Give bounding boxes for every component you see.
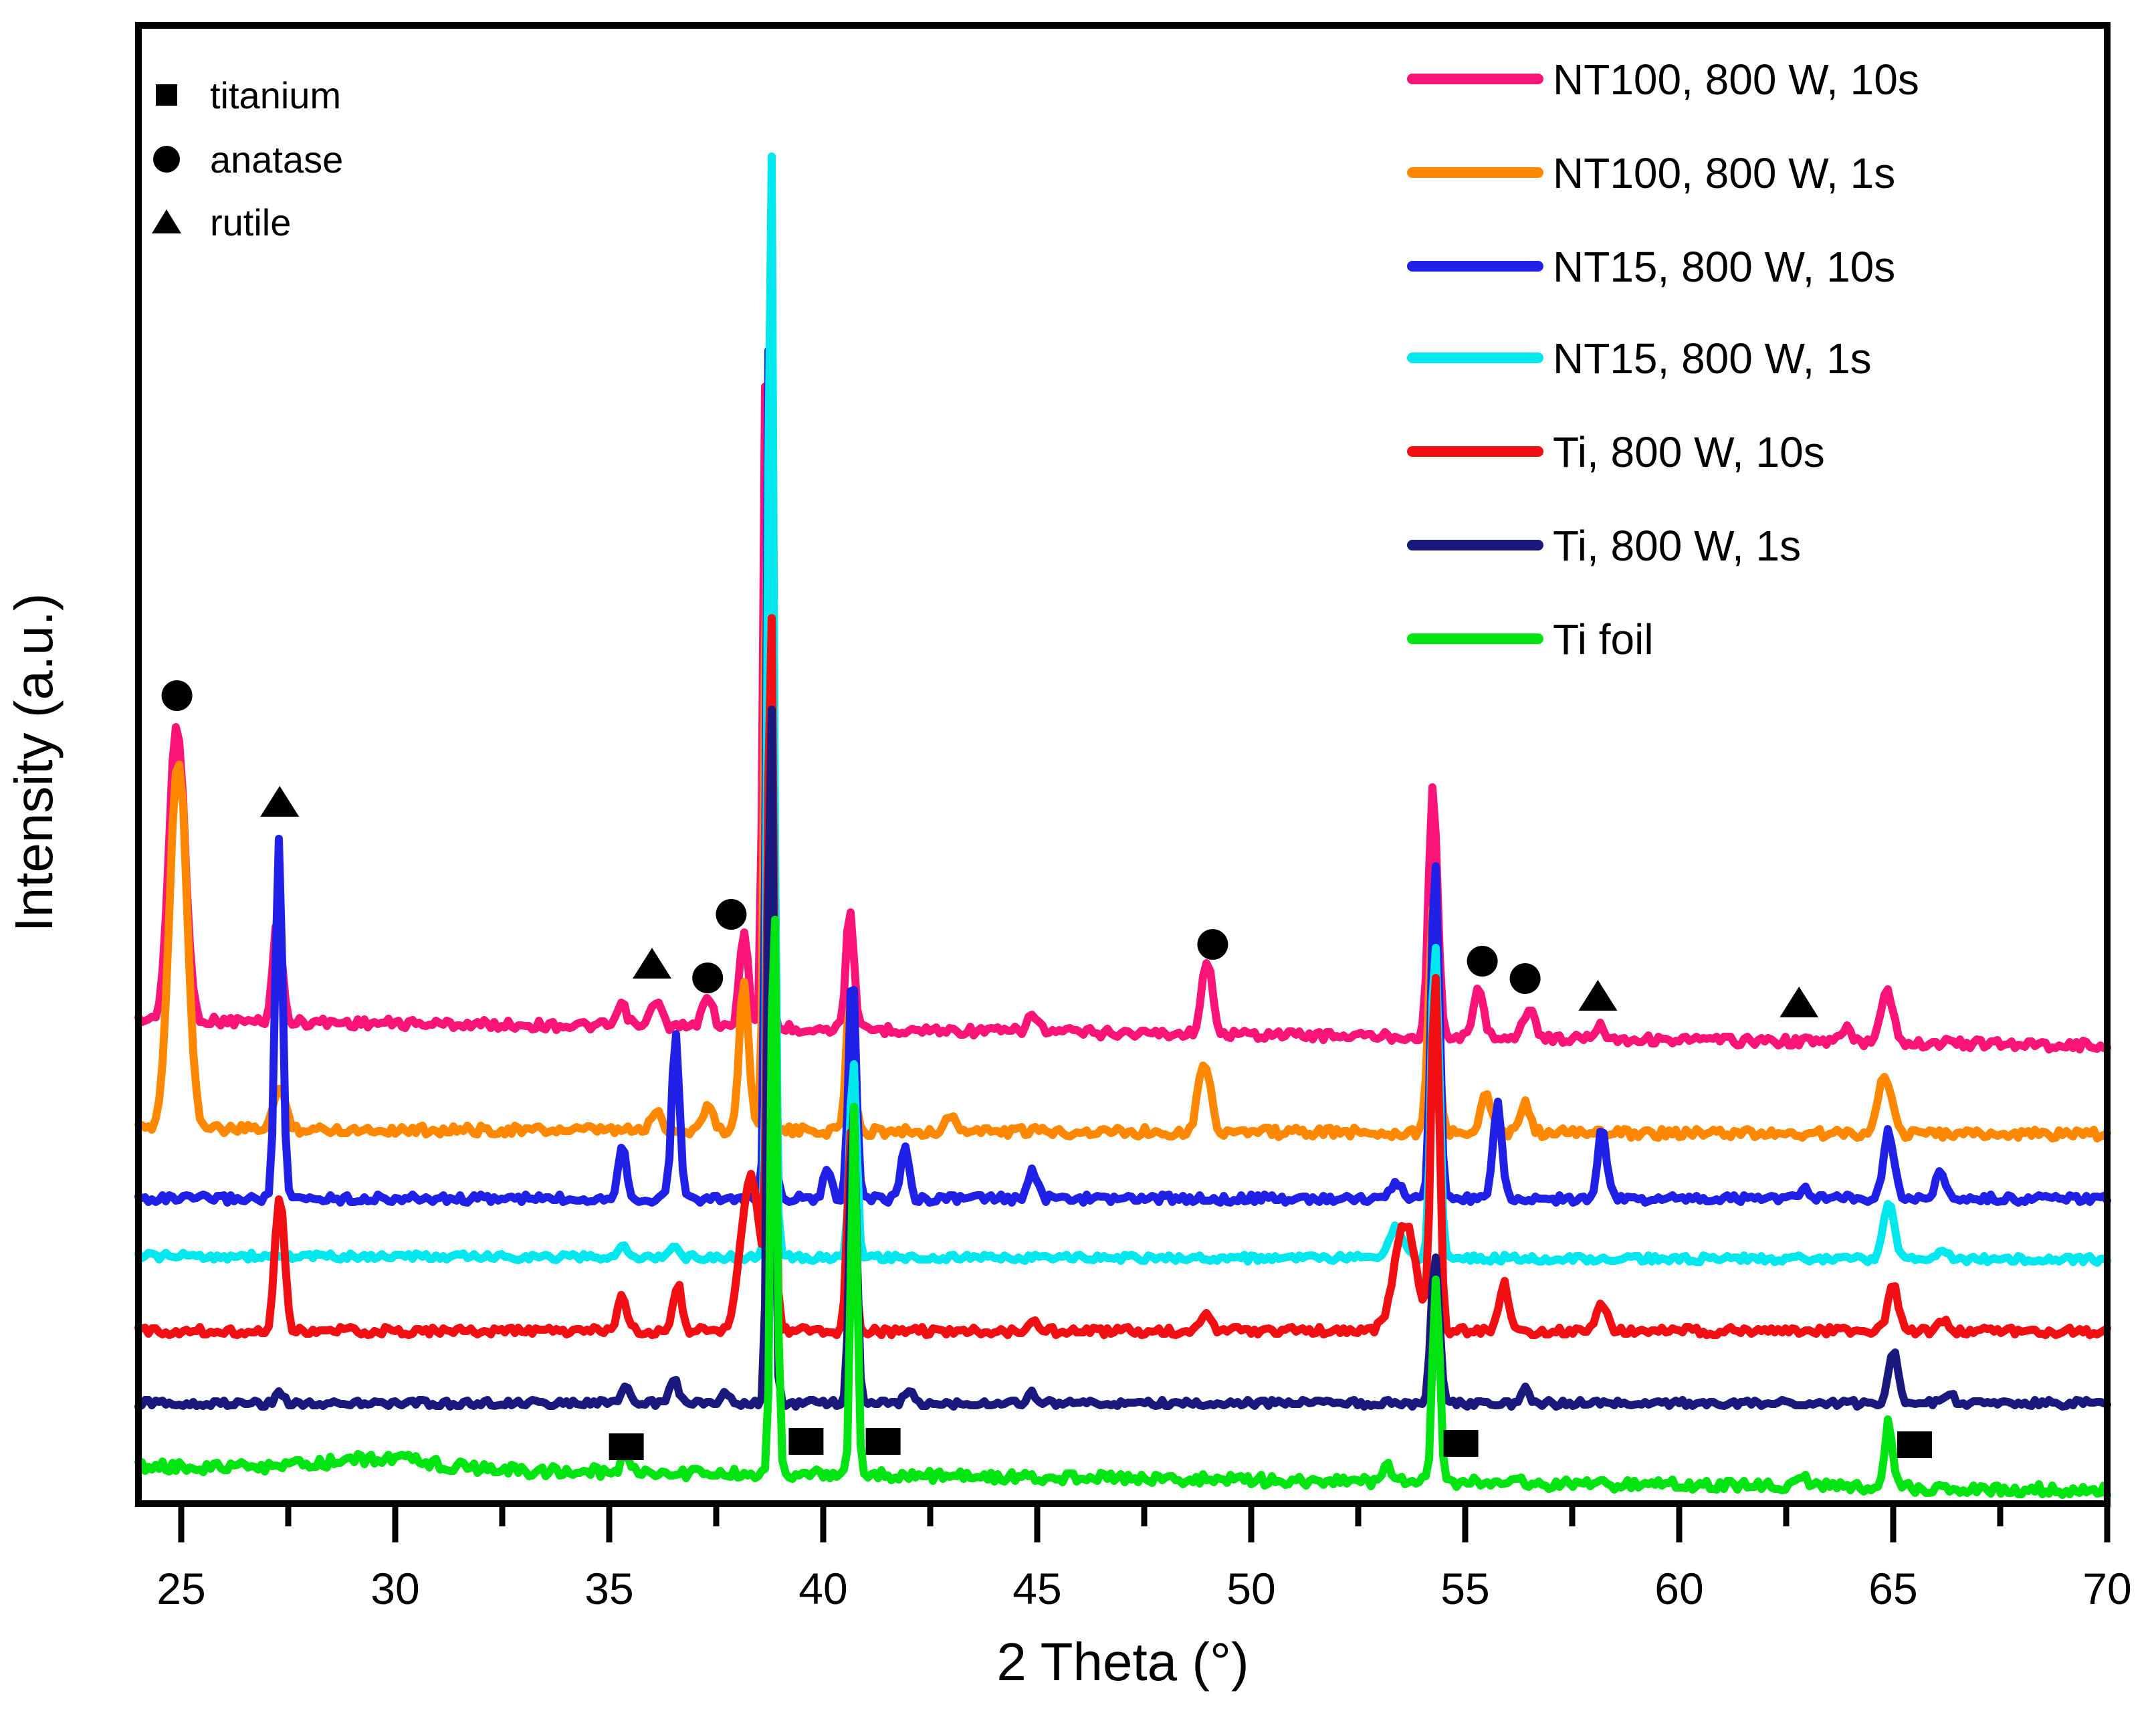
series-line-nt100-800-w-10s (134, 382, 2111, 1053)
rutile-marker (260, 786, 300, 817)
phase-legend-triangle-icon (152, 209, 181, 233)
legend-label-nt15-800-w-1s: NT15, 800 W, 1s (1553, 334, 1872, 383)
phase-legend-label-rutile: rutile (210, 201, 291, 243)
x-tick-label-60: 60 (1654, 1564, 1703, 1613)
phase-legend-circle-icon (153, 146, 180, 173)
x-tick-label-35: 35 (584, 1564, 633, 1613)
legend-label-ti-800-w-10s: Ti, 800 W, 10s (1553, 428, 1825, 476)
titanium-marker (609, 1433, 644, 1460)
phase-legend-label-anatase: anatase (210, 138, 343, 181)
titanium-marker (1897, 1431, 1932, 1458)
anatase-marker (716, 899, 747, 930)
legend-label-ti-800-w-1s: Ti, 800 W, 1s (1553, 522, 1801, 570)
x-tick-label-55: 55 (1440, 1564, 1489, 1613)
legend-label-nt100-800-w-1s: NT100, 800 W, 1s (1553, 149, 1895, 197)
x-tick-label-25: 25 (156, 1564, 205, 1613)
titanium-marker (788, 1428, 824, 1455)
series-line-nt15-800-w-10s (134, 346, 2111, 1207)
x-axis-title: 2 Theta (°) (996, 1632, 1249, 1692)
series-line-ti-foil (134, 916, 2111, 1499)
anatase-marker (692, 963, 724, 993)
series-line-nt100-800-w-1s (134, 484, 2111, 1142)
legend-label-nt100-800-w-10s: NT100, 800 W, 10s (1553, 56, 1919, 104)
rutile-marker (1578, 980, 1618, 1011)
x-tick-label-30: 30 (370, 1564, 419, 1613)
plot-frame (135, 22, 2111, 1507)
anatase-marker (1197, 929, 1228, 960)
rutile-marker (1780, 987, 1819, 1017)
phase-legend-label-titanium: titanium (210, 74, 341, 116)
series-line-nt15-800-w-1s (134, 153, 2111, 1267)
anatase-marker (1509, 963, 1541, 994)
titanium-marker (865, 1428, 901, 1455)
anatase-marker (1467, 946, 1498, 977)
legend-label-ti-foil: Ti foil (1553, 615, 1654, 664)
phase-legend-square-icon (156, 84, 177, 106)
series-line-ti-800-w-1s (134, 706, 2111, 1411)
x-tick-label-40: 40 (798, 1564, 847, 1613)
legend-label-nt15-800-w-10s: NT15, 800 W, 10s (1553, 243, 1895, 291)
rutile-marker (633, 948, 671, 979)
titanium-marker (1443, 1430, 1479, 1457)
anatase-marker (161, 680, 193, 711)
series-line-ti-800-w-10s (134, 614, 2111, 1339)
x-tick-label-45: 45 (1012, 1564, 1061, 1613)
x-tick-label-70: 70 (2082, 1564, 2131, 1613)
x-tick-label-50: 50 (1226, 1564, 1275, 1613)
y-axis-title: Intensity (a.u.) (4, 593, 64, 932)
x-tick-label-65: 65 (1868, 1564, 1917, 1613)
